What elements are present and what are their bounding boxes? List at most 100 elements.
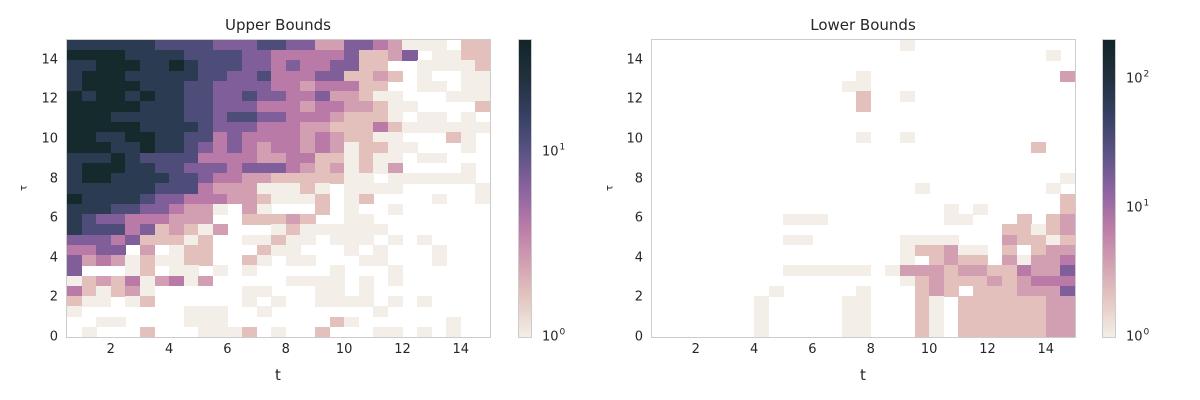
- heatmap-cell: [67, 121, 83, 133]
- heatmap-cell: [154, 40, 170, 51]
- heatmap-cell: [125, 60, 141, 72]
- heatmap-cell: [81, 214, 97, 225]
- heatmap-cell: [169, 50, 185, 62]
- heatmap-cell: [125, 142, 141, 154]
- heatmap-cell: [300, 80, 316, 92]
- heatmap-cell: [1060, 285, 1075, 297]
- heatmap-cell: [300, 142, 316, 154]
- colorbar-tick-label: 101: [1126, 198, 1150, 216]
- heatmap-cell: [899, 255, 916, 266]
- heatmap-cell: [754, 326, 770, 337]
- heatmap-cell: [446, 60, 462, 72]
- heatmap-cell: [256, 132, 272, 143]
- heatmap-cell: [169, 255, 185, 266]
- heatmap-cell: [271, 142, 287, 154]
- heatmap-cell: [929, 234, 945, 246]
- colorbar-tick-label: 102: [1126, 69, 1150, 87]
- heatmap-cell: [81, 101, 97, 113]
- heatmap-cell: [125, 224, 141, 236]
- heatmap-cell: [929, 275, 945, 287]
- heatmap-cell: [417, 60, 433, 72]
- heatmap-cell: [139, 326, 156, 337]
- heatmap-cell: [110, 142, 126, 154]
- heatmap-cell: [314, 193, 331, 205]
- heatmap-cell: [1045, 285, 1061, 297]
- heatmap-cell: [212, 70, 229, 82]
- heatmap-cell: [987, 265, 1003, 277]
- heatmap-cell: [417, 326, 433, 337]
- heatmap-cell: [1002, 244, 1018, 256]
- heatmap-cell: [314, 101, 331, 113]
- heatmap-cell: [198, 224, 214, 236]
- heatmap-cell: [431, 152, 447, 164]
- heatmap-cell: [431, 244, 447, 256]
- heatmap-cell: [300, 111, 316, 123]
- heatmap-cell: [96, 296, 112, 307]
- heatmap-cell: [139, 296, 156, 307]
- heatmap-cell: [242, 60, 258, 72]
- heatmap-cell: [856, 80, 872, 92]
- heatmap-cell: [110, 214, 126, 225]
- heatmap-cell: [958, 296, 974, 307]
- heatmap-cell: [110, 132, 126, 143]
- heatmap-cell: [387, 296, 404, 307]
- x-axis-label: t: [275, 366, 281, 384]
- heatmap-cell: [256, 80, 272, 92]
- heatmap-cell: [125, 193, 141, 205]
- heatmap-cell: [110, 111, 126, 123]
- heatmap-cell: [1016, 306, 1032, 318]
- heatmap-cell: [212, 101, 229, 113]
- heatmap-cell: [914, 316, 930, 328]
- heatmap-cell: [125, 111, 141, 123]
- heatmap-cell: [198, 275, 214, 287]
- heatmap-cell: [271, 40, 287, 51]
- heatmap-cell: [783, 234, 799, 246]
- heatmap-cell: [256, 173, 272, 184]
- heatmap-cell: [154, 70, 170, 82]
- heatmap-cell: [81, 296, 97, 307]
- heatmap-cell: [914, 326, 930, 337]
- heatmap-cell: [329, 285, 345, 297]
- heatmap-cell: [841, 316, 857, 328]
- heatmap-cell: [198, 244, 214, 256]
- heatmap-cell: [358, 91, 374, 103]
- heatmap-cell: [460, 173, 476, 184]
- x-tick-label: 6: [223, 342, 232, 357]
- heatmap-cell: [285, 275, 301, 287]
- heatmap-cell: [856, 265, 872, 277]
- heatmap-cell: [314, 121, 331, 133]
- heatmap-cell: [227, 121, 243, 133]
- heatmap-cell: [972, 255, 989, 266]
- heatmap-cell: [198, 111, 214, 123]
- heatmap-cell: [256, 193, 272, 205]
- heatmap-cell: [885, 265, 901, 277]
- heatmap-cell: [139, 265, 156, 277]
- heatmap-cell: [212, 80, 229, 92]
- heatmap-cell: [285, 214, 301, 225]
- heatmap-cell: [387, 101, 404, 113]
- heatmap-cell: [1060, 234, 1075, 246]
- heatmap-cell: [344, 101, 360, 113]
- heatmap-cell: [344, 244, 360, 256]
- heatmap-cell: [300, 60, 316, 72]
- heatmap-cell: [227, 152, 243, 164]
- x-tick-label: 8: [281, 342, 290, 357]
- heatmap-cell: [242, 121, 258, 133]
- heatmap-cell: [212, 316, 229, 328]
- heatmap-cell: [110, 275, 126, 287]
- heatmap-cell: [300, 234, 316, 246]
- heatmap-cell: [929, 285, 945, 297]
- heatmap-cell: [271, 101, 287, 113]
- heatmap-cell: [446, 173, 462, 184]
- heatmap-cell: [125, 183, 141, 195]
- heatmap-cell: [314, 40, 331, 51]
- heatmap-cell: [329, 275, 345, 287]
- colorbar: [1102, 39, 1116, 338]
- heatmap-cell: [96, 224, 112, 236]
- heatmap-cell: [358, 275, 374, 287]
- heatmap-cell: [67, 173, 83, 184]
- heatmap-cell: [198, 203, 214, 215]
- heatmap-cell: [125, 50, 141, 62]
- heatmap-cell: [198, 173, 214, 184]
- heatmap-cell: [256, 162, 272, 174]
